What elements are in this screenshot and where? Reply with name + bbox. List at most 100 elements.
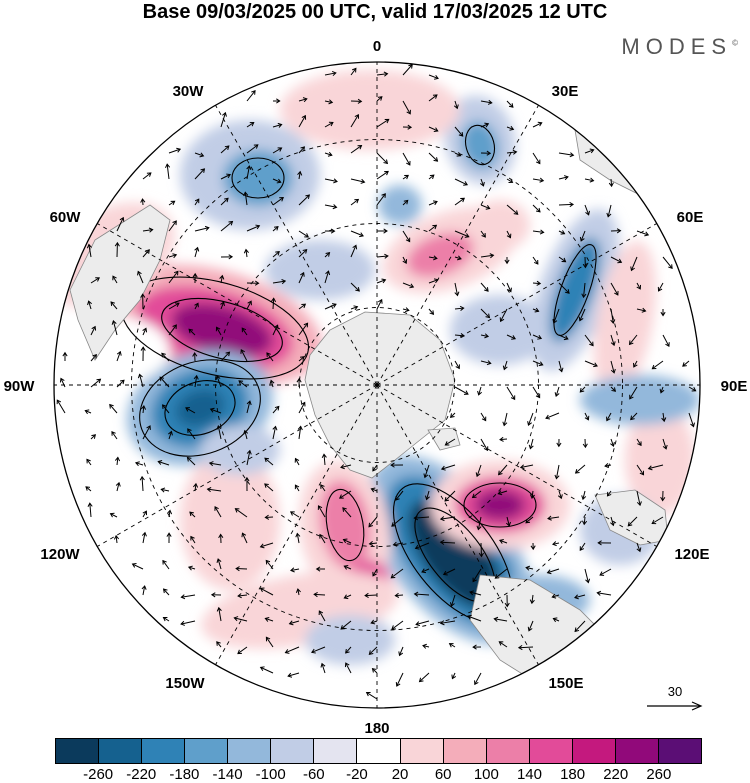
- wind-arrow: [574, 594, 586, 600]
- wind-arrow: [272, 324, 279, 336]
- wind-arrow: [480, 360, 492, 366]
- wind-arrow: [414, 542, 430, 550]
- wind-arrow: [233, 616, 248, 622]
- wind-arrow: [475, 464, 482, 478]
- wind-arrow: [324, 178, 338, 184]
- wind-arrow: [338, 490, 352, 499]
- wind-arrow: [84, 409, 92, 415]
- wind-arrow: [476, 516, 482, 531]
- wind-arrow: [90, 277, 101, 284]
- wind-arrow: [442, 568, 456, 576]
- wind-arrow: [186, 456, 196, 466]
- wind-arrow: [298, 146, 306, 154]
- wind-arrow: [439, 516, 456, 522]
- colorbar-segment: [271, 739, 315, 763]
- wind-arrow: [246, 224, 261, 232]
- wind-arrow: [215, 326, 222, 336]
- wind-arrow: [298, 249, 308, 258]
- wind-arrow: [194, 152, 205, 158]
- wind-arrow: [296, 377, 302, 388]
- wind-arrow: [627, 516, 638, 527]
- wind-arrow: [206, 487, 222, 493]
- wind-arrow: [471, 490, 482, 499]
- wind-arrow: [584, 177, 595, 183]
- wind-arrow: [636, 307, 647, 313]
- wind-arrow: [140, 293, 146, 310]
- wind-arrow: [376, 71, 389, 77]
- wind-arrow: [237, 646, 248, 655]
- wind-arrow: [376, 118, 390, 128]
- wind-arrow: [238, 380, 248, 388]
- wind-arrow: [215, 375, 222, 388]
- wind-arrow: [532, 280, 542, 286]
- wind-arrow: [185, 407, 196, 414]
- wind-arrow: [298, 114, 307, 128]
- wind-arrow: [532, 360, 544, 367]
- wind-arrow: [324, 71, 337, 77]
- wind-arrow: [610, 308, 616, 324]
- wind-arrow: [272, 425, 278, 440]
- wind-arrow: [558, 360, 564, 373]
- wind-arrow: [402, 174, 409, 180]
- wind-arrow: [422, 643, 430, 649]
- wind-arrow: [90, 325, 97, 336]
- polar-map: 0 30E 60E 90E 120E 150E 180 150W 120W 90…: [4, 38, 748, 737]
- colorbar-tick-label: -20: [346, 766, 368, 783]
- wind-arrow: [298, 271, 305, 284]
- wind-arrow: [467, 614, 482, 622]
- wind-arrow: [368, 516, 378, 528]
- wind-arrow: [246, 449, 252, 466]
- wind-arrow: [525, 565, 534, 571]
- wind-arrow: [162, 616, 170, 622]
- wind-arrow: [395, 672, 404, 687]
- wind-arrow: [402, 100, 411, 115]
- brand-logo: MODES©: [621, 34, 738, 60]
- wind-arrow: [216, 641, 222, 648]
- wind-arrow: [342, 538, 352, 544]
- wind-arrow: [578, 308, 586, 322]
- wind-arrow: [137, 373, 144, 388]
- wind-arrow: [343, 594, 352, 600]
- wind-arrow: [187, 428, 196, 440]
- wind-arrow: [320, 484, 326, 492]
- wind-arrow: [532, 307, 540, 313]
- wind-arrow: [86, 243, 92, 258]
- wind-arrow: [554, 464, 560, 480]
- wind-arrow: [557, 490, 563, 500]
- wind-arrow: [610, 334, 616, 347]
- wind-arrow: [290, 567, 300, 573]
- wind-arrow: [376, 152, 389, 165]
- wind-arrow: [350, 282, 360, 292]
- wind-arrow: [596, 590, 612, 596]
- colorbar: [55, 738, 702, 764]
- wind-arrow: [294, 484, 300, 492]
- wind-arrow: [321, 453, 327, 466]
- wind-arrow: [584, 568, 591, 584]
- wind-arrow: [651, 516, 664, 525]
- wind-arrow: [216, 558, 222, 570]
- label-lon-0: 0: [373, 38, 381, 55]
- wind-arrow: [272, 250, 280, 258]
- wind-arrow: [216, 425, 222, 440]
- wind-arrow: [428, 152, 439, 162]
- wind-arrow: [272, 196, 284, 206]
- wind-arrow: [506, 282, 512, 293]
- wind-arrow: [324, 228, 336, 234]
- wind-arrow: [660, 308, 666, 317]
- wind-arrow: [532, 334, 543, 340]
- colorbar-tick-label: -260: [83, 766, 114, 783]
- wind-arrow: [350, 198, 360, 206]
- wind-arrow: [502, 360, 508, 371]
- wind-arrow: [480, 412, 487, 422]
- wind-arrow: [87, 300, 92, 310]
- wind-arrow: [402, 199, 409, 206]
- wind-arrow: [428, 224, 438, 232]
- wind-arrow: [284, 646, 300, 654]
- wind-arrow: [162, 559, 170, 570]
- wind-arrow: [402, 256, 408, 264]
- wind-arrow: [662, 438, 668, 450]
- wind-arrow: [194, 168, 206, 180]
- wind-arrow: [506, 516, 511, 527]
- wind-arrow: [313, 591, 326, 598]
- wind-arrow: [651, 360, 664, 370]
